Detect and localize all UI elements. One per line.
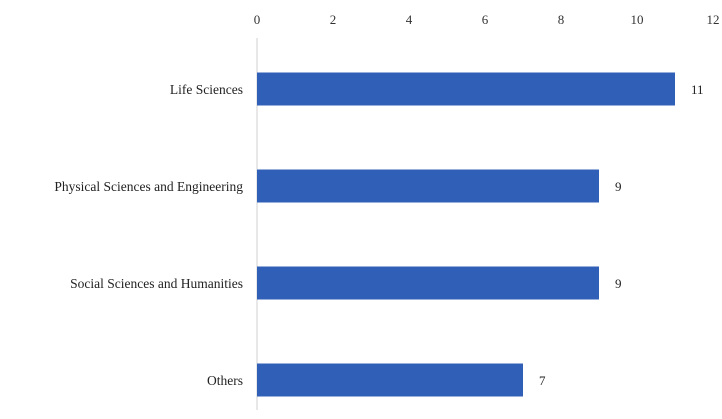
x-axis-ticks: 0 2 4 6 8 10 12: [254, 12, 720, 27]
category-label: Others: [207, 373, 243, 388]
x-tick-label: 6: [482, 12, 489, 27]
x-tick-label: 8: [558, 12, 565, 27]
category-label: Physical Sciences and Engineering: [54, 179, 243, 194]
x-tick-label: 12: [707, 12, 720, 27]
bar: [257, 169, 599, 203]
data-label: 9: [615, 179, 622, 194]
x-tick-label: 10: [631, 12, 644, 27]
bars: [257, 72, 675, 397]
data-label: 9: [615, 276, 622, 291]
bar: [257, 266, 599, 300]
data-labels: 11 9 9 7: [539, 82, 704, 388]
category-label: Social Sciences and Humanities: [70, 276, 243, 291]
x-tick-label: 2: [330, 12, 337, 27]
category-labels: Life Sciences Physical Sciences and Engin…: [54, 82, 243, 388]
bar: [257, 72, 675, 106]
x-tick-label: 0: [254, 12, 261, 27]
category-label: Life Sciences: [170, 82, 243, 97]
data-label: 11: [691, 82, 704, 97]
x-tick-label: 4: [406, 12, 413, 27]
bar: [257, 363, 523, 397]
data-label: 7: [539, 373, 546, 388]
